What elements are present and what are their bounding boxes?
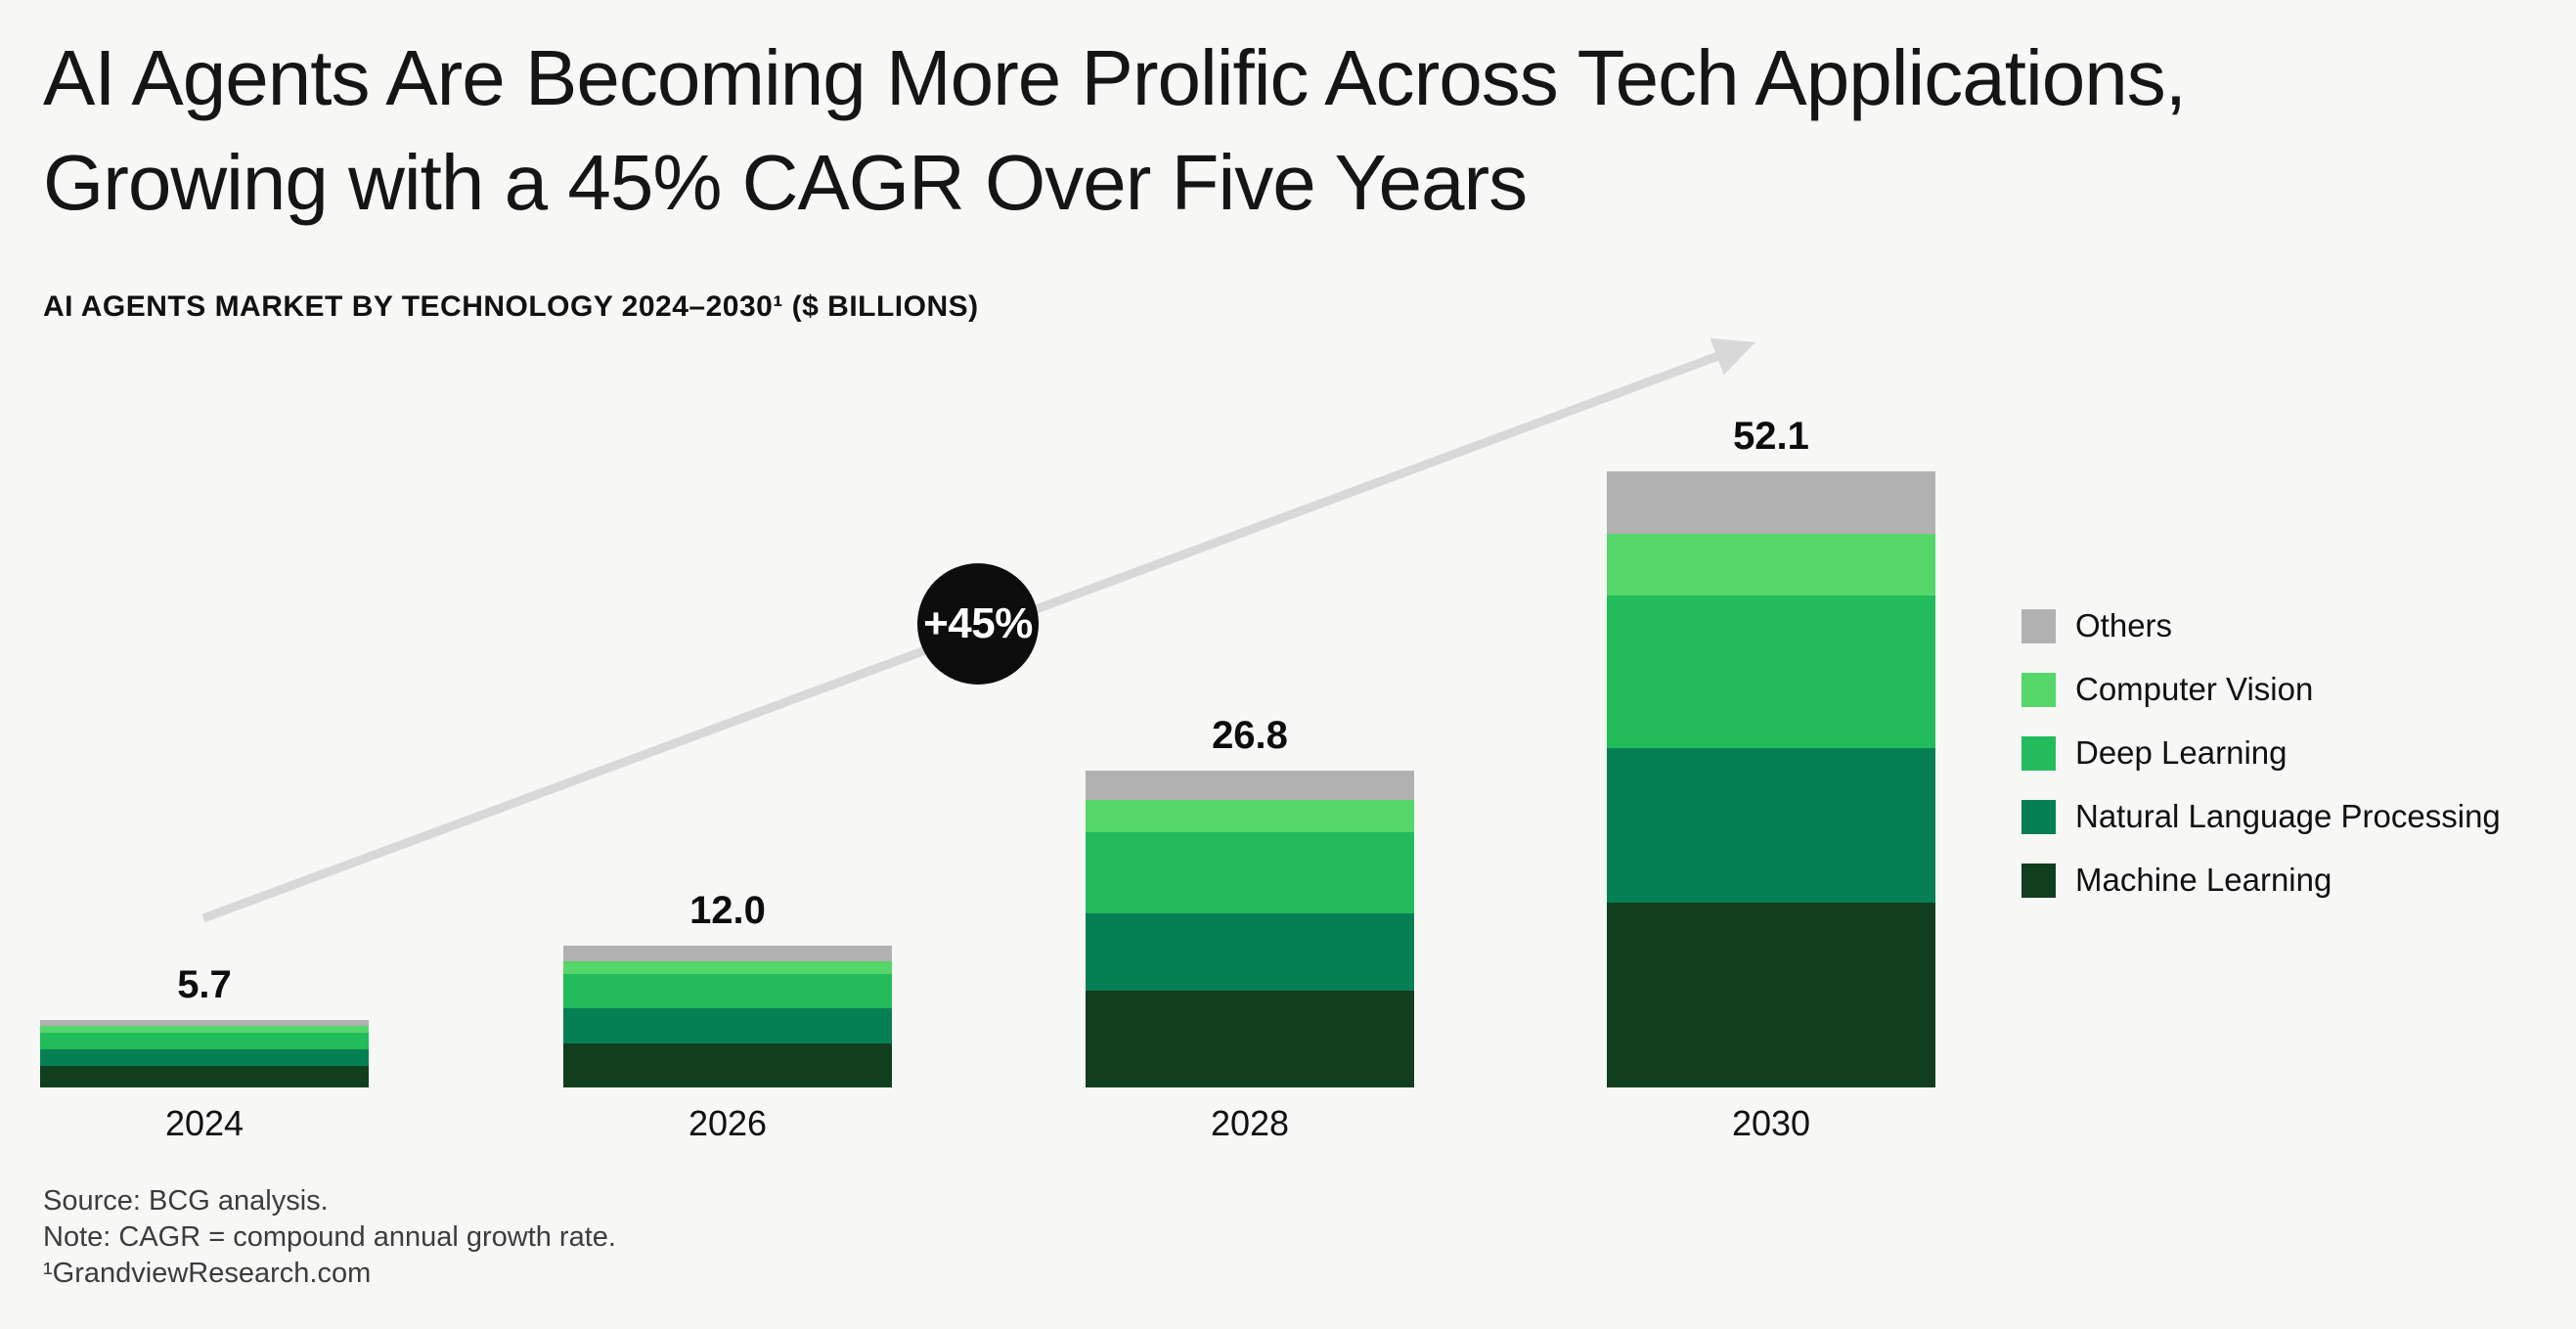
bar-segment-natural-language-processing-2028 — [1086, 913, 1414, 991]
bar-segment-deep-learning-2024 — [40, 1033, 369, 1050]
bar-column-2026: 12.0 — [563, 889, 892, 1087]
legend-swatch-deep-learning — [2021, 735, 2056, 771]
legend-label-machine-learning: Machine Learning — [2075, 862, 2332, 898]
legend-item-deep-learning: Deep Learning — [2021, 734, 2501, 772]
footnote-source: Source: BCG analysis. — [43, 1185, 329, 1217]
footnote-note: Note: CAGR = compound annual growth rate… — [43, 1221, 616, 1253]
footnote-reference: ¹GrandviewResearch.com — [43, 1258, 372, 1289]
bar-segment-machine-learning-2030 — [1607, 903, 1935, 1087]
bar-segment-computer-vision-2026 — [563, 960, 892, 974]
x-axis-label-2026: 2026 — [688, 1103, 768, 1143]
bar-segment-others-2030 — [1607, 470, 1935, 534]
bar-segment-machine-learning-2028 — [1086, 990, 1414, 1087]
bar-segment-computer-vision-2028 — [1086, 799, 1414, 832]
cagr-badge: +45% — [917, 563, 1039, 685]
bar-total-label-2024: 5.7 — [177, 963, 232, 1007]
x-axis-label-2028: 2028 — [1210, 1103, 1290, 1143]
chart-legend: Others Computer Vision Deep Learning Natura… — [2021, 607, 2501, 899]
legend-label-others: Others — [2075, 607, 2173, 643]
legend-item-others: Others — [2021, 607, 2501, 644]
legend-item-computer-vision: Computer Vision — [2021, 671, 2501, 708]
chart-subtitle: AI AGENTS MARKET BY TECHNOLOGY 2024–2030… — [43, 290, 979, 323]
bar-total-label-2028: 26.8 — [1212, 713, 1288, 757]
bar-segment-computer-vision-2024 — [40, 1026, 369, 1034]
bar-total-label-2026: 12.0 — [689, 888, 766, 932]
bar-column-2030: 52.1 — [1607, 415, 1935, 1087]
title-line-1: AI Agents Are Becoming More Prolific Acr… — [43, 34, 2187, 121]
bar-segment-natural-language-processing-2030 — [1607, 747, 1935, 904]
legend-item-natural-language-processing: Natural Language Processing — [2021, 798, 2501, 835]
page-title: AI Agents Are Becoming More Prolific Acr… — [43, 25, 2187, 235]
bar-column-2024: 5.7 — [40, 963, 369, 1087]
bar-total-label-2030: 52.1 — [1733, 414, 1809, 458]
bar-segment-others-2028 — [1086, 770, 1414, 800]
legend-swatch-natural-language-processing — [2021, 799, 2056, 834]
legend-label-computer-vision: Computer Vision — [2075, 671, 2314, 707]
x-axis-label-2024: 2024 — [164, 1103, 244, 1143]
bar-segment-others-2024 — [40, 1020, 369, 1027]
bar-segment-machine-learning-2024 — [40, 1066, 369, 1087]
bar-segment-machine-learning-2026 — [563, 1043, 892, 1087]
footnotes: Source: BCG analysis. Note: CAGR = compo… — [43, 1183, 616, 1292]
legend-label-natural-language-processing: Natural Language Processing — [2075, 798, 2501, 834]
bar-segment-natural-language-processing-2024 — [40, 1049, 369, 1067]
legend-swatch-computer-vision — [2021, 672, 2056, 707]
bar-segment-deep-learning-2030 — [1607, 595, 1935, 748]
bar-segment-deep-learning-2028 — [1086, 831, 1414, 914]
cagr-badge-label: +45% — [923, 599, 1033, 647]
bar-segment-computer-vision-2030 — [1607, 533, 1935, 596]
legend-swatch-machine-learning — [2021, 863, 2056, 898]
growth-arrow-head — [1710, 337, 1755, 376]
bar-column-2028: 26.8 — [1086, 714, 1414, 1087]
title-line-2: Growing with a 45% CAGR Over Five Years — [43, 139, 1528, 226]
bar-segment-deep-learning-2026 — [563, 973, 892, 1008]
legend-item-machine-learning: Machine Learning — [2021, 862, 2501, 899]
bar-segment-others-2026 — [563, 945, 892, 961]
legend-swatch-others — [2021, 608, 2056, 643]
x-axis-label-2030: 2030 — [1731, 1103, 1811, 1143]
bar-segment-natural-language-processing-2026 — [563, 1007, 892, 1044]
legend-label-deep-learning: Deep Learning — [2075, 734, 2287, 771]
